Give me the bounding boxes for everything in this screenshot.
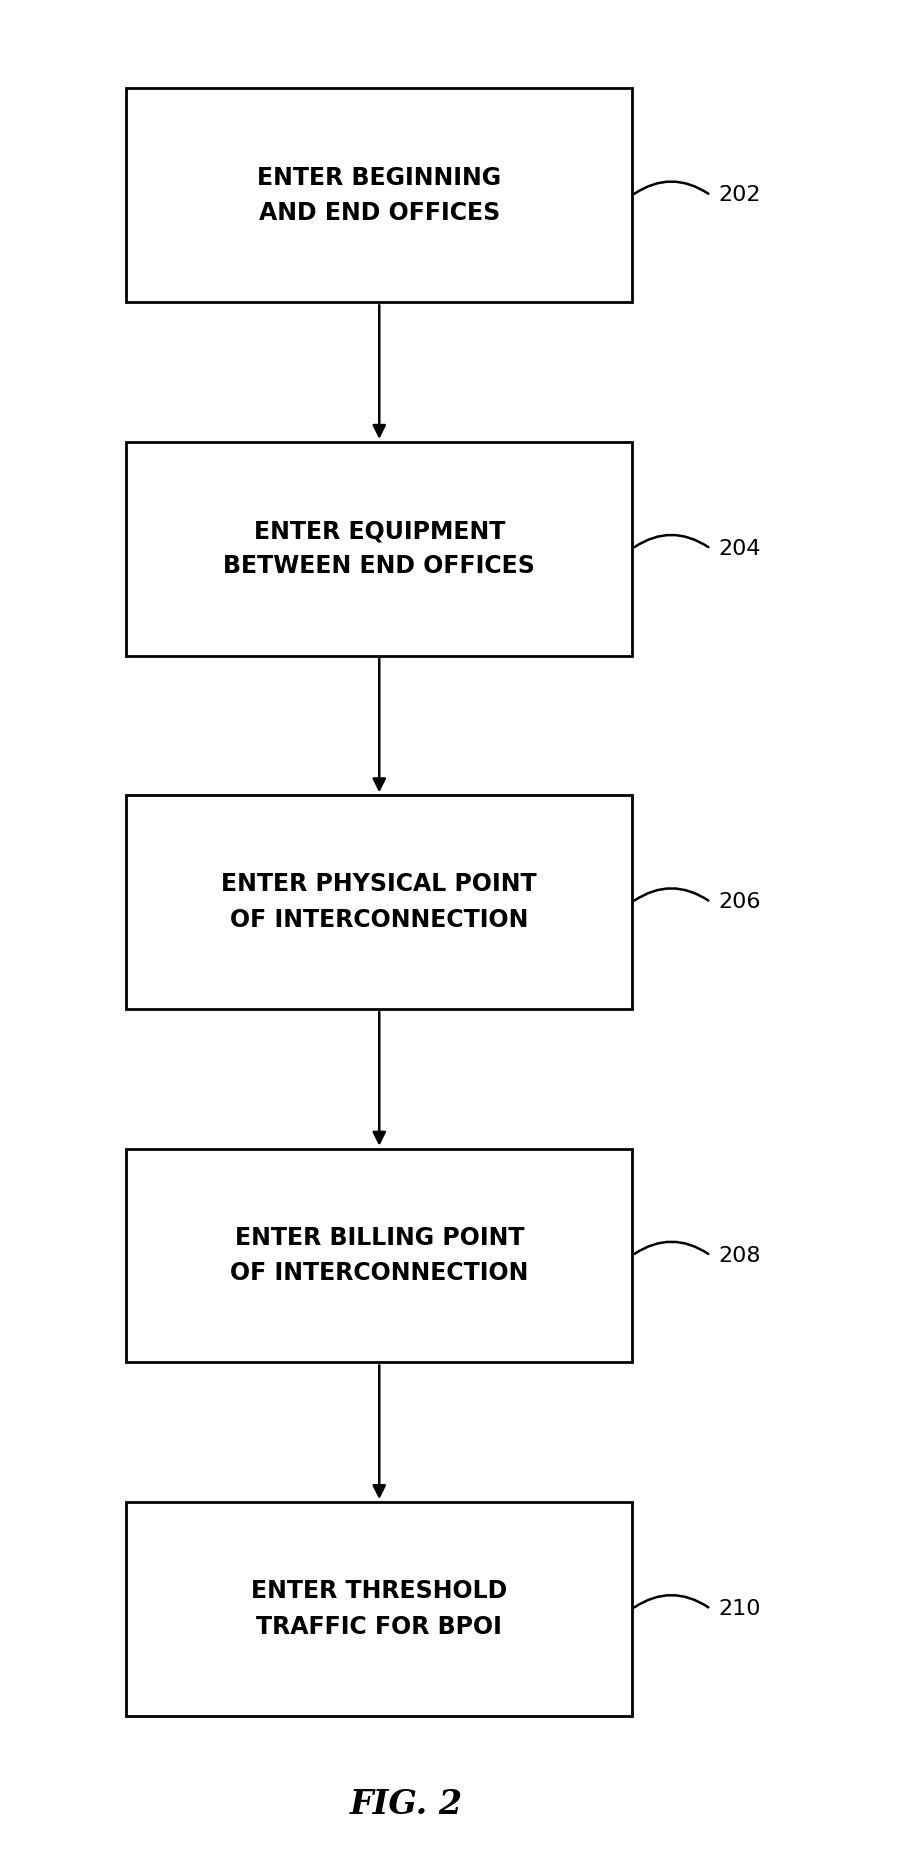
Text: 204: 204 [717, 539, 759, 558]
Bar [126, 1149, 631, 1362]
Text: ENTER BEGINNING
AND END OFFICES: ENTER BEGINNING AND END OFFICES [257, 166, 501, 225]
Text: 208: 208 [717, 1246, 759, 1265]
Bar [126, 796, 631, 1008]
Text: ENTER THRESHOLD
TRAFFIC FOR BPOI: ENTER THRESHOLD TRAFFIC FOR BPOI [251, 1579, 507, 1639]
Bar [126, 443, 631, 657]
Text: FIG. 2: FIG. 2 [349, 1787, 463, 1821]
Bar [126, 87, 631, 303]
Bar [126, 1503, 631, 1715]
Text: 206: 206 [717, 893, 759, 911]
Text: ENTER EQUIPMENT
BETWEEN END OFFICES: ENTER EQUIPMENT BETWEEN END OFFICES [223, 519, 535, 578]
Text: 210: 210 [717, 1600, 759, 1618]
Text: 202: 202 [717, 186, 759, 205]
Text: ENTER BILLING POINT
OF INTERCONNECTION: ENTER BILLING POINT OF INTERCONNECTION [230, 1226, 528, 1285]
Text: ENTER PHYSICAL POINT
OF INTERCONNECTION: ENTER PHYSICAL POINT OF INTERCONNECTION [221, 872, 537, 932]
